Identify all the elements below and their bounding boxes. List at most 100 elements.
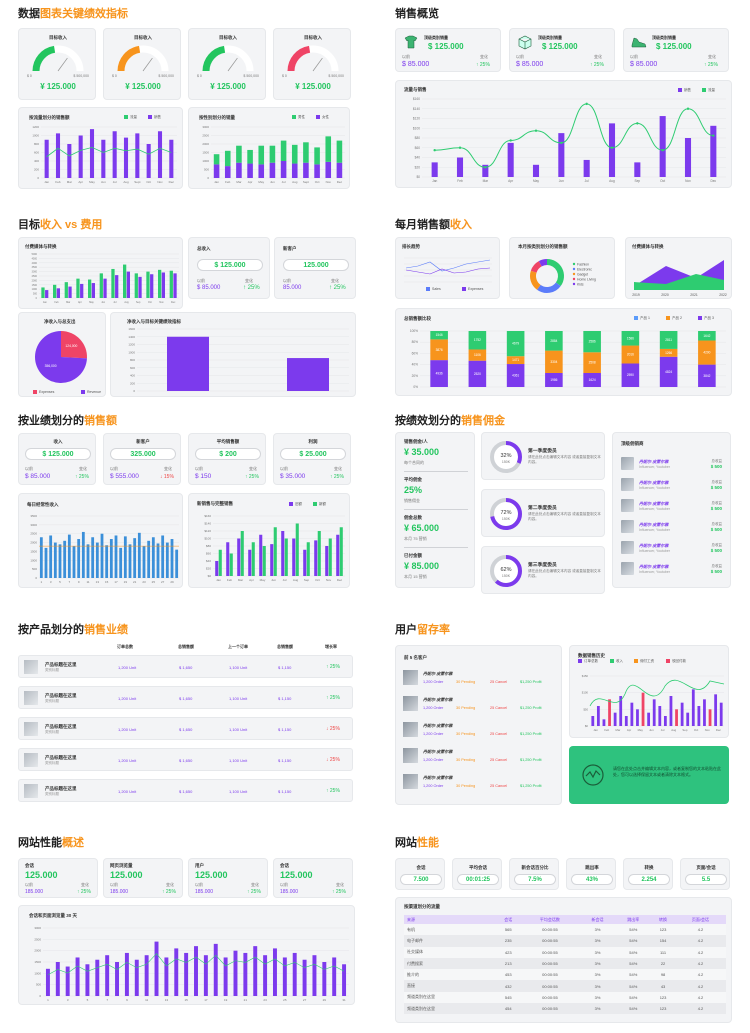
commission-title: 第三季度委员 [528, 563, 557, 568]
gauge-min: $ 0 [112, 74, 117, 78]
bar [95, 959, 100, 996]
bar [161, 535, 165, 578]
bar-a [134, 273, 138, 298]
x-tick: Jan [432, 179, 437, 183]
line-series [46, 146, 172, 158]
kpi-card: 网页浏览量 125.000 以前 变化 185.000 ↑ 25% [103, 858, 183, 898]
stack-segment [468, 360, 487, 387]
chart-traffic-vs-sales: 流量与销售 销售 流量 $160 $140 $120 $100 $80 $60 $40 $20 $0… [395, 80, 732, 188]
y-tick: $80 [415, 136, 421, 140]
legend-swatch [426, 287, 430, 291]
bar [342, 964, 347, 996]
kpi-prev-label: 以前 [25, 882, 33, 887]
y-tick: $160 [413, 97, 420, 101]
bar-old [325, 546, 329, 576]
y-tick: 3000 [32, 271, 38, 274]
x-tick: Jul [282, 180, 286, 184]
x-tick: Feb [225, 180, 231, 184]
avatar [621, 457, 634, 470]
bar-male [213, 154, 220, 165]
x-tick: 17 [114, 580, 118, 584]
bar-female [258, 164, 265, 178]
stack-segment [545, 350, 563, 373]
legend-swatch [634, 659, 638, 663]
y-tick: 500 [32, 567, 37, 571]
section-title: 按产品划分的销售业绩 [18, 624, 128, 636]
bar [105, 955, 110, 996]
y-tick: $140 [413, 107, 420, 111]
bar [45, 968, 50, 996]
bar-b [91, 283, 95, 298]
customer-profit: $1,250 Profit [520, 732, 542, 736]
box-icon [518, 35, 532, 50]
gauge-needle [57, 57, 68, 72]
table-row: 频道类别在这里 545 00:00:55 3% 54% 123 4.2 [404, 991, 726, 1004]
growth-cell: ↓ 25% [326, 757, 340, 763]
bar [282, 957, 287, 996]
table-cell: 4.2 [697, 983, 704, 989]
table-cell: 3% [594, 972, 601, 978]
cell: $ 1,650 [179, 696, 193, 701]
x-tick: Oct [660, 179, 665, 183]
x-tick: Jul [661, 728, 665, 732]
legend-item: Expenses [39, 390, 55, 394]
kpi-prev-value: 185.000 [110, 889, 129, 895]
bar [137, 532, 141, 578]
product-category: 类别标题 [45, 792, 59, 796]
stack-segment [506, 356, 525, 365]
y-tick: 3500 [32, 266, 38, 269]
bar [613, 712, 617, 726]
table-cell: 00:00:55 [542, 938, 558, 944]
gauge-fill [287, 45, 311, 72]
gauge-svg [117, 45, 169, 72]
y-tick: 0 [39, 994, 41, 998]
y-tick: $80 [206, 544, 211, 548]
bar [302, 959, 307, 996]
segment-label: 1986 [550, 378, 557, 382]
x-tick: Feb [457, 179, 463, 183]
x-tick: 2019 [632, 293, 640, 297]
stat-value: ¥ 35.000 [404, 447, 440, 457]
y-tick: $50 [583, 707, 588, 711]
gauge-max: $ 500,000 [158, 74, 174, 78]
bar-female [314, 164, 320, 178]
bar [86, 544, 90, 578]
x-tick: Mar [483, 179, 489, 183]
product-name: 产品标题在这里 [45, 724, 77, 729]
bar [431, 162, 438, 177]
stat-value: ¥ 65.000 [404, 523, 440, 533]
shirt-icon [404, 35, 418, 49]
stat-label: 平均佣金 [404, 477, 422, 482]
x-tick: Jan [43, 301, 48, 304]
bar [608, 699, 611, 726]
pie-slice [35, 331, 87, 383]
x-tick: 7 [68, 580, 70, 584]
table-cell: 3% [594, 938, 601, 944]
table-cell: 22 [660, 961, 666, 967]
y-tick: 200 [34, 168, 39, 172]
x-tick: Oct [694, 728, 699, 732]
x-tick: Feb [54, 301, 59, 304]
kpi-card: 平均销售额 $ 200 以前 变化 $ 150 ↑ 25% [188, 433, 266, 485]
x-tick: 11 [86, 580, 89, 584]
bar [223, 957, 228, 996]
stat-label: 销售佣金/人 [404, 439, 428, 444]
kpi-prev-label: 以前 [280, 466, 288, 471]
bar-new [218, 549, 222, 576]
legend-swatch [572, 267, 576, 271]
bar [63, 540, 67, 578]
x-tick: 25 [152, 580, 156, 584]
bar-new [273, 527, 277, 576]
column-header: 新会话 [579, 915, 616, 924]
table-row: 有机 565 00:00:55 3% 54% 123 4.2 [404, 924, 726, 936]
stat-label: 已付金额 [404, 553, 422, 558]
gauge-max: $ 500,000 [243, 74, 259, 78]
chart-gender-sales: 按性别划分的销量 男性 女性 3000 2500 2000 1500 1000 500 0 Jan… [188, 107, 350, 189]
x-tick: Oct [315, 578, 320, 582]
bar [134, 959, 139, 996]
kpi-label: 转换 [644, 865, 654, 870]
table-cell: 423 [504, 949, 512, 955]
y-tick: 600 [130, 366, 135, 370]
stack-segment [659, 348, 678, 357]
shirt-shape [404, 35, 418, 49]
